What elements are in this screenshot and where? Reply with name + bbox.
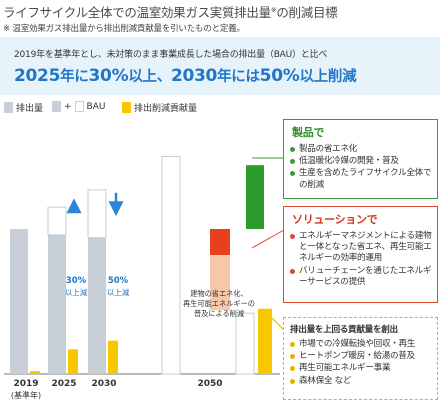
bar-emissions-2019 <box>10 229 28 374</box>
legend-label-bau: BAU <box>86 101 106 112</box>
x-label-2025: 2025 <box>51 379 76 389</box>
waterfall-annotation-line-1: 建物の省エネ化、 <box>190 289 248 298</box>
list-item: 低温暖化冷媒の開発・普及 <box>290 156 433 167</box>
emissions-chart: 30% 以上減 50% 以上減 建物の省エネ化、 再生可能エネルギーの 普及によ… <box>4 156 285 400</box>
contribution-list: 市場での冷媒転換や回収・再生 ヒートポンプ暖房・給湯の普及 再生可能エネルギー事… <box>290 339 433 387</box>
title-mark: ※ <box>270 5 277 14</box>
products-list: 製品の省エネ化 低温暖化冷媒の開発・普及 生産を含めたライフサイクル全体での削減 <box>290 144 433 191</box>
waterfall-annotation-line-3: 普及による削減 <box>194 309 244 318</box>
legend-swatch-contribution <box>122 102 131 113</box>
waterfall-start-bar <box>161 156 181 375</box>
waterfall-solutions-bar <box>210 229 230 256</box>
reduction-label-2030-pct: 50% <box>108 276 129 286</box>
legend-label-contribution: 排出削減貢献量 <box>134 104 198 114</box>
banner-subtitle: 2019年を基準年とし、未対策のまま事業成長した場合の排出量（BAU）と比べ <box>14 50 328 60</box>
reduction-label-2025-text: 以上減 <box>65 287 88 297</box>
waterfall-products-bar <box>246 165 264 229</box>
list-item: バリューチェーンを通じたエネルギーサービスの提供 <box>290 266 433 288</box>
legend-swatch-emissions-2 <box>52 101 61 112</box>
legend-label-emissions: 排出量 <box>16 104 44 114</box>
products-box-title: 製品で <box>292 126 325 139</box>
solutions-box-title: ソリューションで <box>292 213 378 226</box>
solutions-box: ソリューションで エネルギーマネジメントによる建物と一体となった省エネ、再生可能… <box>283 206 438 303</box>
x-label-2050: 2050 <box>197 379 222 389</box>
waterfall-remaining-bar <box>235 312 255 375</box>
list-item: エネルギーマネジメントによる建物と一体となった省エネ、再生可能エネルギーの効率的… <box>290 231 433 265</box>
bar-contribution-2030 <box>108 340 118 374</box>
list-item: 森林保全 など <box>290 376 433 387</box>
list-item: 生産を含めたライフサイクル全体での削減 <box>290 168 433 190</box>
waterfall-solutions-renewable-bar <box>210 255 230 311</box>
headline-pct-50: 50% <box>259 66 300 86</box>
list-item: ヒートポンプ暖房・給湯の普及 <box>290 351 433 362</box>
headline-text-1: 年に <box>60 69 89 85</box>
headline-text-4: 以上削減 <box>299 69 357 85</box>
page-title: ライフサイクル全体での温室効果ガス実質排出量※の削減目標 <box>3 2 338 21</box>
waterfall-contribution-bar <box>258 308 272 374</box>
legend-swatch-bau <box>74 101 84 112</box>
x-label-2030: 2030 <box>91 379 116 389</box>
list-item: 再生可能エネルギー事業 <box>290 363 433 374</box>
connector-contribution <box>271 317 285 331</box>
x-label-base-year: (基準年) <box>11 390 41 400</box>
waterfall-annotation-line-2: 再生可能エネルギーの <box>183 299 255 308</box>
list-item: 市場での冷媒転換や回収・再生 <box>290 339 433 350</box>
x-label-2019: 2019 <box>13 379 38 389</box>
connector-solutions <box>251 229 285 249</box>
headline-year-2025: 2025 <box>14 66 61 86</box>
reduction-label-2025-pct: 30% <box>66 276 87 286</box>
legend-item-bau: + BAU <box>52 101 105 112</box>
legend-swatch-emissions <box>4 102 13 113</box>
title-text: ライフサイクル全体での温室効果ガス実質排出量 <box>3 5 271 20</box>
products-box: 製品で 製品の省エネ化 低温暖化冷媒の開発・普及 生産を含めたライフサイクル全体… <box>283 119 438 199</box>
contribution-box: 排出量を上回る貢献量を創出 市場での冷媒転換や回収・再生 ヒートポンプ暖房・給湯… <box>283 317 438 400</box>
banner-headline: 2025年に30%以上、2030年には50%以上削減 <box>14 65 357 86</box>
headline-year-2030: 2030 <box>170 66 218 86</box>
bar-bau-2030 <box>87 189 107 239</box>
legend-label-plus: + <box>64 101 72 112</box>
headline-text-2: 以上、 <box>128 69 171 85</box>
title-suffix: の削減目標 <box>276 5 338 20</box>
bar-contribution-2019 <box>30 371 40 374</box>
legend-item-emissions: 排出量 <box>4 101 43 114</box>
contribution-box-title: 排出量を上回る貢献量を創出 <box>290 325 398 335</box>
headline-pct-30: 30% <box>88 66 129 86</box>
bar-bau-2025 <box>47 206 67 236</box>
list-item: 製品の省エネ化 <box>290 144 433 155</box>
reduction-label-2030-text: 以上減 <box>107 287 130 297</box>
bar-emissions-2025 <box>48 234 66 374</box>
definition-note: ※ 温室効果ガス排出量から排出削減貢献量を引いたものと定義。 <box>3 24 245 34</box>
bar-contribution-2025 <box>68 349 78 374</box>
legend-item-contribution: 排出削減貢献量 <box>122 101 197 114</box>
target-banner: 2019年を基準年とし、未対策のまま事業成長した場合の排出量（BAU）と比べ 2… <box>0 37 440 95</box>
solutions-list: エネルギーマネジメントによる建物と一体となった省エネ、再生可能エネルギーの効率的… <box>290 231 433 288</box>
bar-emissions-2030 <box>88 237 106 374</box>
headline-text-3: 年には <box>217 69 260 85</box>
